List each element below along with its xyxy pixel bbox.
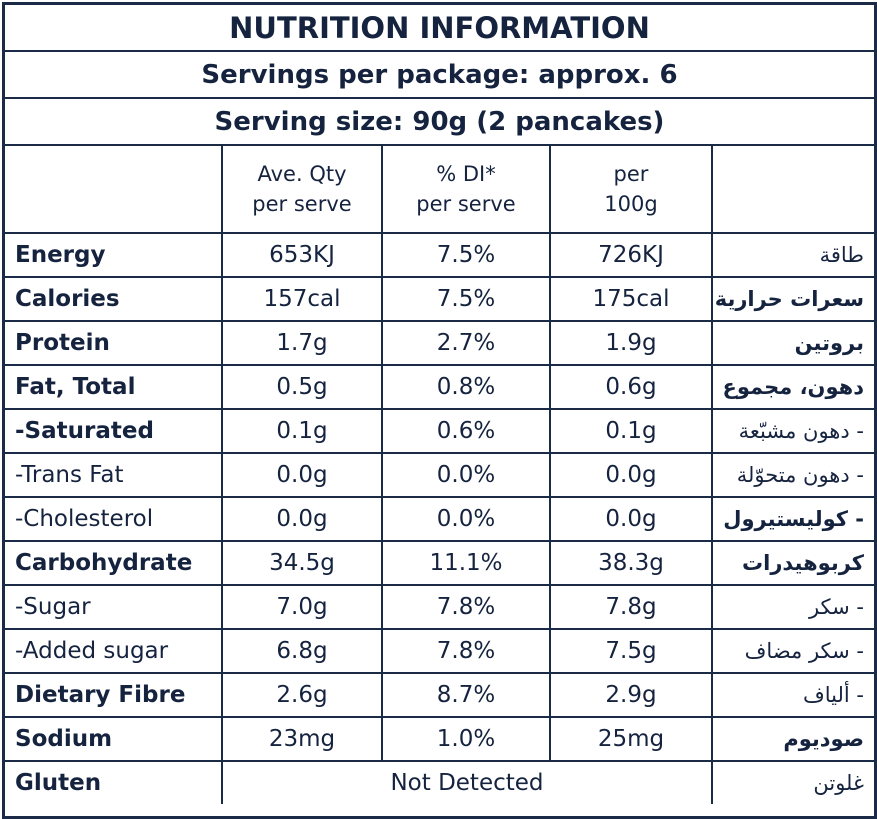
panel-title: NUTRITION INFORMATION (5, 5, 874, 52)
table-row: -Trans Fat 0.0g 0.0% 0.0g - دهون متحوّلة (5, 452, 874, 498)
table-row: -Cholesterol 0.0g 0.0% 0.0g - كوليستيرول (5, 496, 874, 542)
table-row: Dietary Fibre 2.6g 8.7% 2.9g - ألياف (5, 672, 874, 718)
arabic-name: - سكر مضاف (711, 628, 874, 674)
header-di: % DI* per serve (381, 146, 551, 233)
table-row: Calories 157cal 7.5% 175cal سعرات حرارية (5, 276, 874, 322)
arabic-name: - دهون مشبّعة (711, 408, 874, 454)
nutrient-name: Gluten (5, 760, 223, 804)
header-text: 100g (604, 192, 658, 216)
table-row: Sodium 23mg 1.0% 25mg صوديوم (5, 716, 874, 762)
nutrient-name: Sodium (5, 716, 223, 762)
per-serve-value: 7.0g (221, 584, 383, 630)
nutrient-name: Dietary Fibre (5, 672, 223, 718)
header-ave-qty: Ave. Qty per serve (221, 146, 383, 233)
table-row: Protein 1.7g 2.7% 1.9g بروتين (5, 320, 874, 366)
per-100g-value: 7.5g (549, 628, 713, 674)
nutrient-name: Carbohydrate (5, 540, 223, 586)
header-text: % DI* (436, 162, 496, 186)
per-100g-value: 0.0g (549, 496, 713, 542)
daily-intake-value: 0.0% (381, 496, 551, 542)
arabic-name: - كوليستيرول (711, 496, 874, 542)
table-row: -Saturated 0.1g 0.6% 0.1g - دهون مشبّعة (5, 408, 874, 454)
arabic-name: سعرات حرارية (711, 276, 874, 322)
header-text: per (613, 162, 649, 186)
nutrient-name: -Sugar (5, 584, 223, 630)
daily-intake-value: 0.0% (381, 452, 551, 498)
nutrient-name: -Cholesterol (5, 496, 223, 542)
arabic-name: كربوهيدرات (711, 540, 874, 586)
per-serve-value: 0.1g (221, 408, 383, 454)
arabic-name: - دهون متحوّلة (711, 452, 874, 498)
nutrient-name: Calories (5, 276, 223, 322)
arabic-name: دهون، مجموع (711, 364, 874, 410)
arabic-name: غلوتن (711, 760, 874, 804)
header-text: per serve (416, 192, 516, 216)
per-serve-value: 0.0g (221, 496, 383, 542)
daily-intake-value: 7.8% (381, 584, 551, 630)
per-100g-value: 1.9g (549, 320, 713, 366)
per-100g-value: 25mg (549, 716, 713, 762)
per-100g-value: 38.3g (549, 540, 713, 586)
table-row: -Sugar 7.0g 7.8% 7.8g - سكر (5, 584, 874, 630)
serving-size: Serving size: 90g (2 pancakes) (5, 99, 874, 146)
per-100g-value: 7.8g (549, 584, 713, 630)
daily-intake-value: 8.7% (381, 672, 551, 718)
gluten-value: Not Detected (221, 760, 713, 804)
per-100g-value: 0.6g (549, 364, 713, 410)
daily-intake-value: 1.0% (381, 716, 551, 762)
header-text: per serve (252, 192, 352, 216)
per-100g-value: 726KJ (549, 232, 713, 278)
servings-per-package: Servings per package: approx. 6 (5, 52, 874, 99)
header-row: Ave. Qty per serve % DI* per serve per 100g (5, 146, 874, 233)
daily-intake-value: 7.5% (381, 276, 551, 322)
table-row: Fat, Total 0.5g 0.8% 0.6g دهون، مجموع (5, 364, 874, 410)
nutrient-name: Protein (5, 320, 223, 366)
table-row: Energy 653KJ 7.5% 726KJ طاقة (5, 232, 874, 278)
nutrient-name: -Trans Fat (5, 452, 223, 498)
per-serve-value: 2.6g (221, 672, 383, 718)
per-serve-value: 23mg (221, 716, 383, 762)
nutrition-table: Ave. Qty per serve % DI* per serve per 100g… (5, 146, 874, 804)
per-serve-value: 6.8g (221, 628, 383, 674)
per-serve-value: 0.0g (221, 452, 383, 498)
table-row-gluten: Gluten Not Detected غلوتن (5, 760, 874, 804)
daily-intake-value: 7.8% (381, 628, 551, 674)
arabic-name: - سكر (711, 584, 874, 630)
nutrient-name: -Saturated (5, 408, 223, 454)
per-serve-value: 1.7g (221, 320, 383, 366)
header-text: Ave. Qty (257, 162, 347, 186)
table-row: -Added sugar 6.8g 7.8% 7.5g - سكر مضاف (5, 628, 874, 674)
daily-intake-value: 2.7% (381, 320, 551, 366)
arabic-name: بروتين (711, 320, 874, 366)
per-serve-value: 0.5g (221, 364, 383, 410)
table-row: Carbohydrate 34.5g 11.1% 38.3g كربوهيدرات (5, 540, 874, 586)
per-100g-value: 175cal (549, 276, 713, 322)
daily-intake-value: 0.6% (381, 408, 551, 454)
header-blank (5, 146, 223, 233)
header-arabic (711, 146, 874, 233)
arabic-name: - ألياف (711, 672, 874, 718)
arabic-name: صوديوم (711, 716, 874, 762)
daily-intake-value: 11.1% (381, 540, 551, 586)
arabic-name: طاقة (711, 232, 874, 278)
per-100g-value: 0.1g (549, 408, 713, 454)
per-serve-value: 653KJ (221, 232, 383, 278)
per-serve-value: 157cal (221, 276, 383, 322)
per-100g-value: 2.9g (549, 672, 713, 718)
header-per-100g: per 100g (549, 146, 713, 233)
nutrient-name: Fat, Total (5, 364, 223, 410)
daily-intake-value: 7.5% (381, 232, 551, 278)
daily-intake-value: 0.8% (381, 364, 551, 410)
nutrient-name: Energy (5, 232, 223, 278)
nutrient-name: -Added sugar (5, 628, 223, 674)
per-100g-value: 0.0g (549, 452, 713, 498)
per-serve-value: 34.5g (221, 540, 383, 586)
